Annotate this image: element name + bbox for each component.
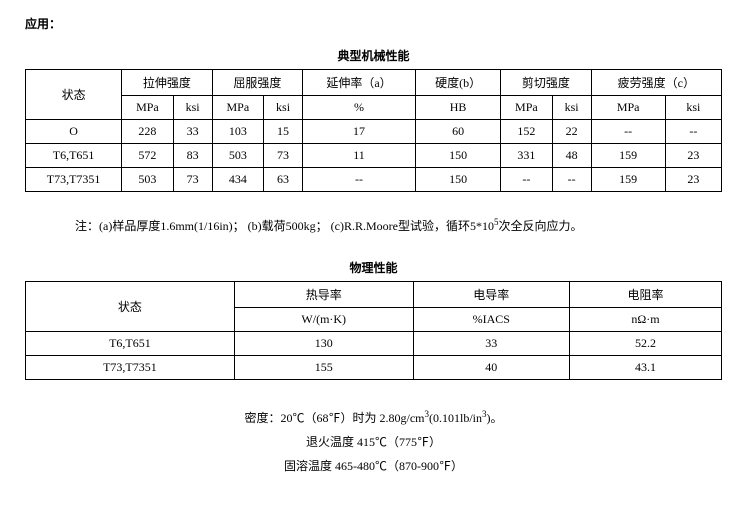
footer-notes: 密度：20℃（68℉）时为 2.80g/cm3(0.101lb/in3)。 退火… [25,405,722,478]
col-state: 状态 [26,70,122,120]
table-row: T73,T73511554043.1 [26,356,722,380]
col-elec-cond: 电导率 [413,282,569,308]
mechanical-properties-table: 状态 拉伸强度 屈服强度 延伸率（a） 硬度(b） 剪切强度 疲劳强度（c） M… [25,69,722,192]
col-resist: 电阻率 [569,282,721,308]
table1-header-row2: MPa ksi MPa ksi % HB MPa ksi MPa ksi [26,96,722,120]
col-thermal: 热导率 [234,282,413,308]
table-row: T6,T6511303352.2 [26,332,722,356]
table1-title: 典型机械性能 [25,47,722,64]
table1-header-row1: 状态 拉伸强度 屈服强度 延伸率（a） 硬度(b） 剪切强度 疲劳强度（c） [26,70,722,96]
table-row: T6,T6515728350373111503314815923 [26,144,722,168]
col-shear: 剪切强度 [501,70,591,96]
physical-properties-table: 状态 热导率 电导率 电阻率 W/(m·K) %IACS nΩ·m T6,T65… [25,281,722,380]
table2-header-row1: 状态 热导率 电导率 电阻率 [26,282,722,308]
col-elong: 延伸率（a） [303,70,416,96]
col-state: 状态 [26,282,235,332]
col-tensile: 拉伸强度 [122,70,212,96]
section-label: 应用： [25,15,722,32]
table2-title: 物理性能 [25,259,722,276]
table-row: T73,T73515037343463--150----15923 [26,168,722,192]
table1-note: 注：(a)样品厚度1.6mm(1/16in)； (b)载荷500kg； (c)R… [75,217,722,234]
density-line: 密度：20℃（68℉）时为 2.80g/cm3(0.101lb/in3)。 [25,405,722,430]
col-yield: 屈服强度 [212,70,302,96]
col-hard: 硬度(b） [416,70,501,96]
anneal-line: 退火温度 415℃（775℉） [25,430,722,454]
solution-line: 固溶温度 465-480℃（870-900℉） [25,454,722,478]
col-fatigue: 疲劳强度（c） [591,70,721,96]
table-row: O2283310315176015222---- [26,120,722,144]
